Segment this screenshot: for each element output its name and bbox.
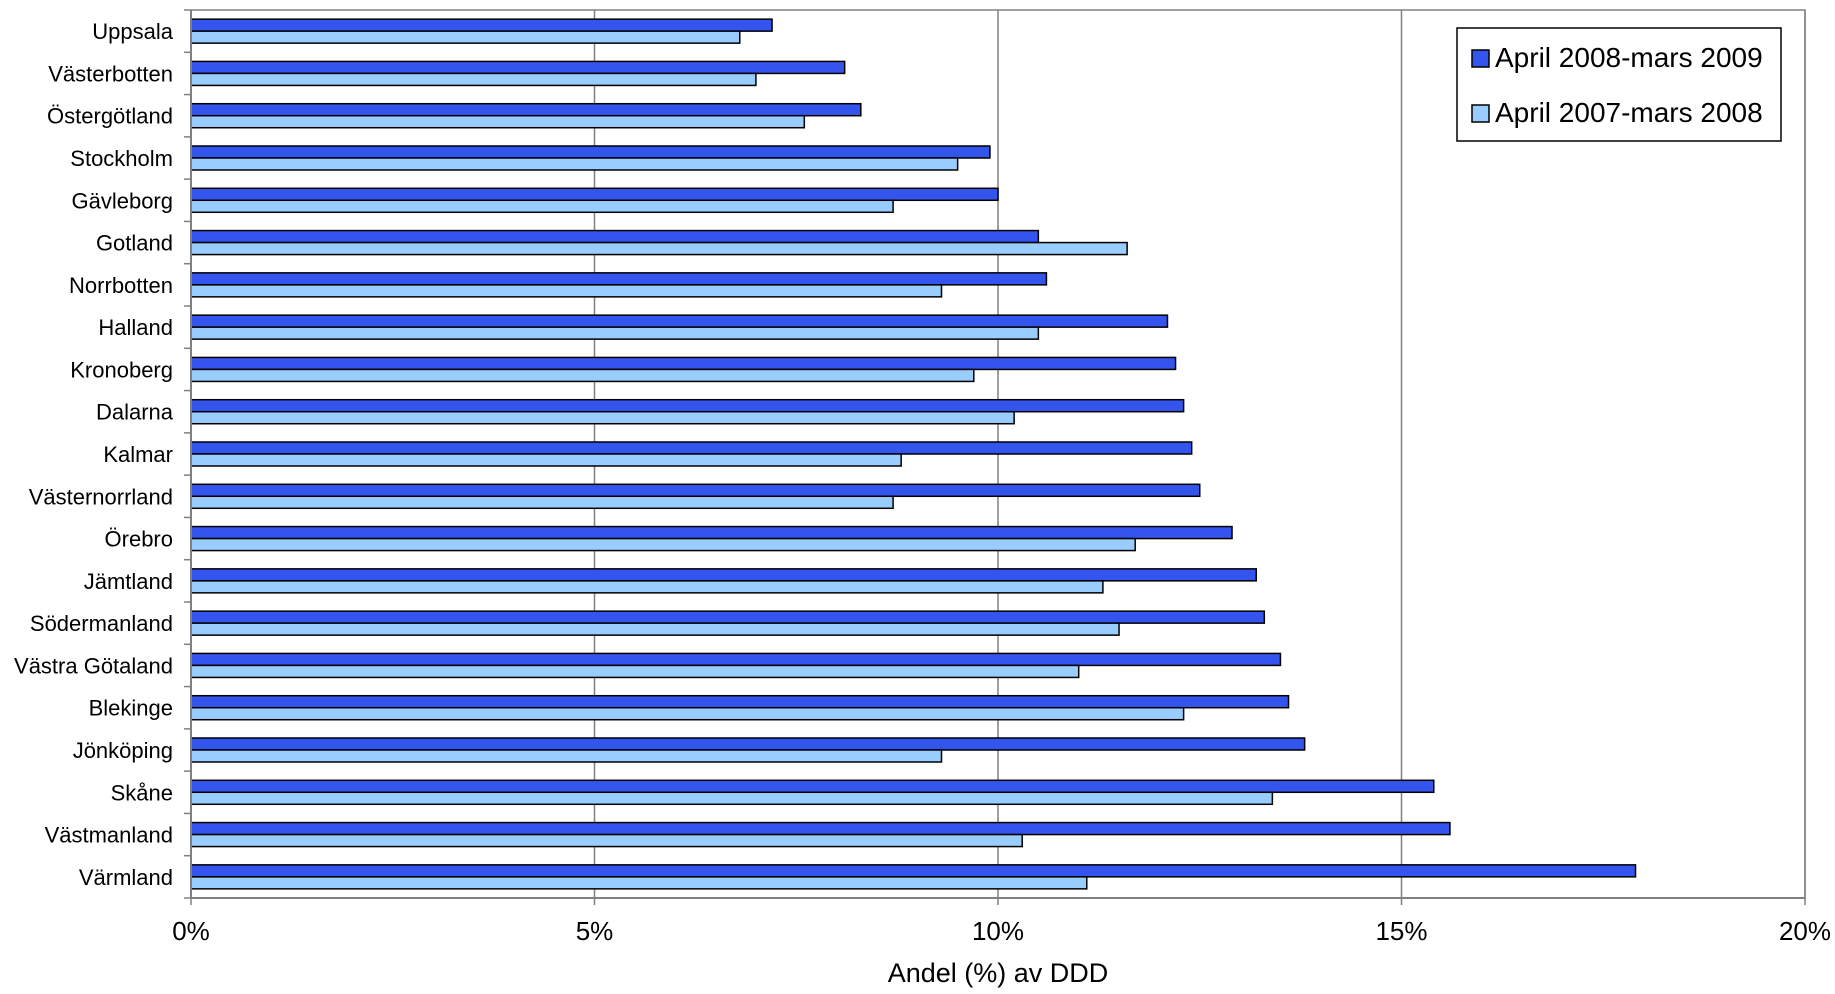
category-label: Jönköping — [73, 738, 173, 763]
category-label: Östergötland — [47, 104, 173, 129]
bar-series2-12 — [190, 537, 1136, 552]
x-tick-label: 20% — [1779, 916, 1831, 946]
x-tick-label: 5% — [576, 916, 614, 946]
bar-series1-7 — [190, 314, 1169, 328]
category-label: Gävleborg — [71, 188, 173, 213]
bar-series1-13 — [190, 568, 1257, 582]
bar-series1-6 — [190, 272, 1048, 286]
x-tick-labels: 0% 5% 10% 15% 20% — [172, 916, 1831, 946]
bar-series2-11 — [190, 495, 894, 510]
legend-label-1: April 2008-mars 2009 — [1495, 42, 1763, 73]
bar-series2-10 — [190, 453, 902, 467]
category-label: Blekinge — [89, 696, 173, 721]
legend-swatch-2 — [1471, 104, 1490, 123]
x-tick-label: 10% — [972, 916, 1024, 946]
bar-series1-10 — [190, 441, 1193, 455]
bar-series2-3 — [190, 157, 959, 171]
bar-series1-15 — [190, 652, 1282, 667]
bar-series2-18 — [190, 791, 1274, 806]
bar-series2-1 — [190, 72, 757, 87]
bar-series1-4 — [190, 187, 999, 202]
legend-swatch-1 — [1471, 49, 1490, 68]
x-tick-label: 15% — [1375, 916, 1427, 946]
bar-series1-9 — [190, 398, 1185, 413]
bar-series2-6 — [190, 284, 943, 298]
bar-series1-5 — [190, 229, 1040, 244]
bar-series2-9 — [190, 410, 1015, 425]
category-label: Norrbotten — [69, 273, 173, 298]
bar-series1-16 — [190, 694, 1290, 709]
category-label: Halland — [98, 315, 173, 340]
category-label: Västmanland — [45, 823, 173, 848]
bar-series2-13 — [190, 580, 1104, 594]
category-labels: Uppsala Västerbotten Östergötland Stockholm… — [14, 19, 174, 890]
category-label: Uppsala — [92, 19, 173, 44]
category-label: Gotland — [96, 231, 173, 256]
bar-series2-4 — [190, 199, 894, 214]
bar-series2-16 — [190, 706, 1185, 721]
category-label: Södermanland — [30, 611, 173, 636]
category-label: Jämtland — [84, 569, 173, 594]
legend-box — [1456, 27, 1782, 142]
bar-series2-7 — [190, 326, 1040, 340]
category-label: Dalarna — [96, 400, 174, 425]
legend-label-2: April 2007-mars 2008 — [1495, 97, 1763, 128]
bar-series2-19 — [190, 833, 1023, 848]
bar-series1-2 — [190, 102, 862, 117]
legend: April 2008-mars 2009 April 2007-mars 2008 — [1456, 27, 1782, 142]
category-label: Västernorrland — [29, 484, 173, 509]
bar-series1-11 — [190, 483, 1201, 498]
category-label: Örebro — [105, 527, 173, 552]
bar-series1-1 — [190, 60, 846, 75]
bar-series1-12 — [190, 525, 1233, 540]
bar-series1-8 — [190, 356, 1177, 371]
bar-series2-17 — [190, 749, 943, 763]
bar-series2-15 — [190, 664, 1080, 679]
x-tick-label: 0% — [172, 916, 210, 946]
category-label: Kalmar — [103, 442, 173, 467]
bars — [190, 18, 1637, 890]
bar-series2-0 — [190, 30, 741, 44]
bar-series1-17 — [190, 737, 1306, 751]
category-label: Kronoberg — [70, 357, 173, 382]
bar-series2-5 — [190, 241, 1128, 256]
bar-series2-8 — [190, 368, 975, 383]
bar-series1-18 — [190, 779, 1435, 794]
category-label: Skåne — [111, 780, 173, 805]
axes — [184, 9, 1806, 905]
bar-series2-2 — [190, 114, 806, 129]
category-label: Västra Götaland — [14, 653, 173, 678]
bar-series1-14 — [190, 610, 1266, 624]
category-label: Värmland — [79, 865, 173, 890]
bar-series1-20 — [190, 864, 1637, 878]
category-label: Västerbotten — [48, 61, 173, 86]
bar-series2-14 — [190, 622, 1120, 636]
bar-series1-19 — [190, 821, 1451, 836]
x-axis-title: Andel (%) av DDD — [888, 958, 1109, 988]
bar-series2-20 — [190, 876, 1088, 890]
category-label: Stockholm — [70, 146, 173, 171]
bar-series1-3 — [190, 145, 991, 159]
bar-series1-0 — [190, 18, 773, 32]
